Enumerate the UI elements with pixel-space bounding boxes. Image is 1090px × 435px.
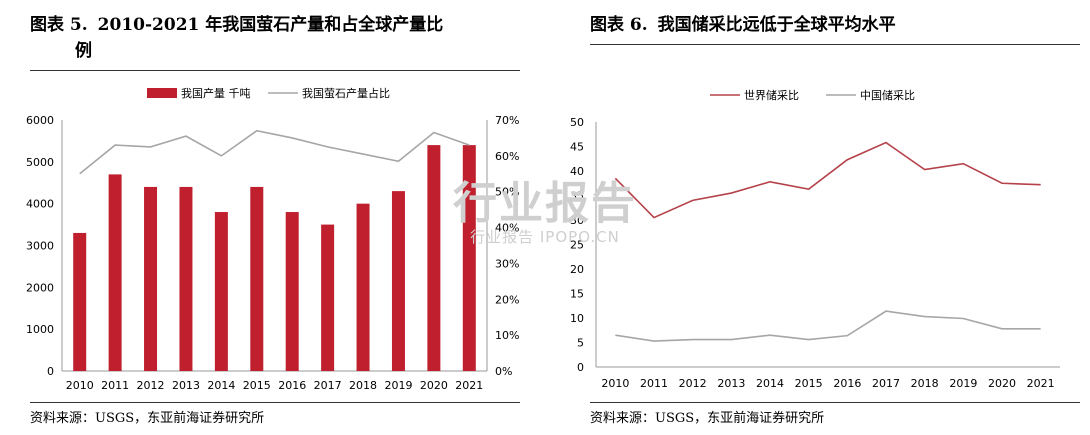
bar (462, 145, 476, 371)
x-tick-label: 2017 (872, 377, 900, 390)
y-tick-label-right: 40% (495, 222, 519, 235)
series-line-china (615, 310, 1041, 342)
reserve-ratio-chart: 0 5 10 15 20 25 30 35 40 45 50 2010 2011 2012 2013 2014… (570, 88, 1060, 390)
y-tick-label-left: 3000 (26, 240, 54, 253)
chart-title-production: 图表 5. 2010-2021 年我国萤石产量和占全球产量比 例 (30, 12, 443, 64)
y-tick-label-right: 70% (495, 114, 519, 127)
source-rule (30, 402, 520, 403)
bar (73, 232, 87, 371)
x-tick-label: 2019 (949, 377, 977, 390)
legend-label-production: 我国产量 千吨 (181, 86, 251, 100)
x-tick-label: 2012 (137, 379, 165, 392)
y-tick-label-left: 5000 (26, 156, 54, 169)
bar (321, 224, 335, 371)
y-tick-label-right: 10% (495, 329, 519, 342)
legend-label-world: 世界储采比 (744, 88, 799, 102)
chart-title-text: 我国储采比远低于全球平均水平 (657, 15, 896, 35)
y-tick-label: 40 (570, 165, 584, 178)
x-tick-label: 2021 (1027, 377, 1055, 390)
x-tick-label: 2016 (833, 377, 861, 390)
figure-number: 图表 5. (30, 15, 88, 35)
x-tick-label: 2013 (172, 379, 200, 392)
y-tick-label-right: 60% (495, 150, 519, 163)
production-chart: 0 1000 2000 3000 4000 5000 6000 0% 10% 20% 30% 40% 5… (26, 86, 519, 392)
title-rule (30, 70, 520, 71)
bar (391, 191, 405, 371)
x-tick-label: 2015 (795, 377, 823, 390)
chart-title-continuation: 例 (75, 41, 92, 61)
y-tick-label: 20 (570, 263, 584, 276)
x-tick-label: 2011 (101, 379, 129, 392)
bar (144, 186, 158, 371)
chart-panel-reserve-ratio: 图表 6. 我国储采比远低于全球平均水平 0 5 10 15 20 25 30 35 40 45 50… (560, 0, 1090, 435)
y-tick-label: 15 (570, 288, 584, 301)
series-line-world (614, 141, 1041, 219)
chart-source: 资料来源：USGS，东亚前海证券研究所 (590, 411, 825, 426)
x-tick-label: 2018 (349, 379, 377, 392)
x-tick-label: 2021 (455, 379, 483, 392)
y-tick-label: 25 (570, 239, 584, 252)
x-tick-label: 2011 (640, 377, 668, 390)
x-tick-label: 2016 (278, 379, 306, 392)
figure-number: 图表 6. (590, 15, 648, 35)
legend-label-share: 我国萤石产量占比 (302, 86, 390, 100)
x-tick-label: 2020 (988, 377, 1016, 390)
x-tick-label: 2019 (384, 379, 412, 392)
x-tick-label: 2013 (717, 377, 745, 390)
bar (214, 212, 228, 371)
y-tick-label: 35 (570, 190, 584, 203)
y-tick-label-right: 20% (495, 293, 519, 306)
source-rule (590, 402, 1080, 403)
x-tick-label: 2018 (911, 377, 939, 390)
title-rule (590, 44, 1080, 45)
legend-swatch-production (147, 88, 177, 98)
y-tick-label-right: 30% (495, 257, 519, 270)
x-tick-label: 2017 (314, 379, 342, 392)
y-tick-label-left: 6000 (26, 114, 54, 127)
y-tick-label-left: 1000 (26, 323, 54, 336)
legend-label-china: 中国储采比 (860, 88, 915, 102)
y-tick-label-left: 0 (47, 365, 54, 378)
x-tick-label: 2010 (601, 377, 629, 390)
series-line-share (79, 129, 470, 175)
y-tick-label: 10 (570, 312, 584, 325)
y-tick-label-right: 50% (495, 186, 519, 199)
y-tick-label-right: 0% (495, 365, 512, 378)
bar (250, 186, 264, 371)
bar (285, 212, 299, 371)
bar (108, 174, 122, 371)
y-tick-label-left: 2000 (26, 281, 54, 294)
chart-title-reserve-ratio: 图表 6. 我国储采比远低于全球平均水平 (590, 12, 896, 38)
bar (427, 145, 441, 371)
chart-source: 资料来源：USGS，东亚前海证券研究所 (30, 411, 265, 426)
y-tick-label: 0 (577, 361, 584, 374)
y-tick-label: 5 (577, 337, 584, 350)
chart-title-text: 2010-2021 年我国萤石产量和占全球产量比 (97, 15, 444, 35)
x-tick-label: 2010 (66, 379, 94, 392)
chart-panel-production: 图表 5. 2010-2021 年我国萤石产量和占全球产量比 例 0 1000 200… (0, 0, 530, 435)
x-tick-label: 2020 (420, 379, 448, 392)
bar (356, 203, 370, 371)
y-tick-label-left: 4000 (26, 198, 54, 211)
bar (179, 186, 193, 371)
y-tick-label: 30 (570, 214, 584, 227)
y-tick-label: 50 (570, 116, 584, 129)
x-tick-label: 2014 (207, 379, 235, 392)
x-tick-label: 2014 (756, 377, 784, 390)
y-tick-label: 45 (570, 141, 584, 154)
x-tick-label: 2012 (679, 377, 707, 390)
x-tick-label: 2015 (243, 379, 271, 392)
